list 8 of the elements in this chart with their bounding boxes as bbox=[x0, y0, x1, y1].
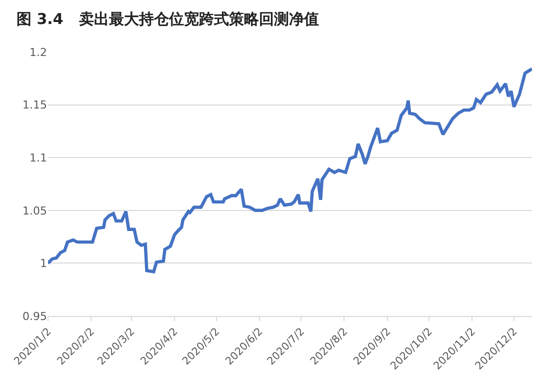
y-tick-label: 1.1 bbox=[30, 151, 47, 164]
y-tick-label: 1 bbox=[40, 257, 47, 270]
y-tick-label: 1.2 bbox=[30, 46, 47, 59]
y-tick-label: 1.05 bbox=[22, 204, 47, 218]
chart-title: 图 3.4 卖出最大持仓位宽跨式策略回测净值 bbox=[16, 10, 319, 28]
line-series bbox=[48, 67, 532, 274]
y-tick-label: 0.95 bbox=[22, 310, 47, 323]
y-tick-label: 1.15 bbox=[22, 98, 47, 112]
